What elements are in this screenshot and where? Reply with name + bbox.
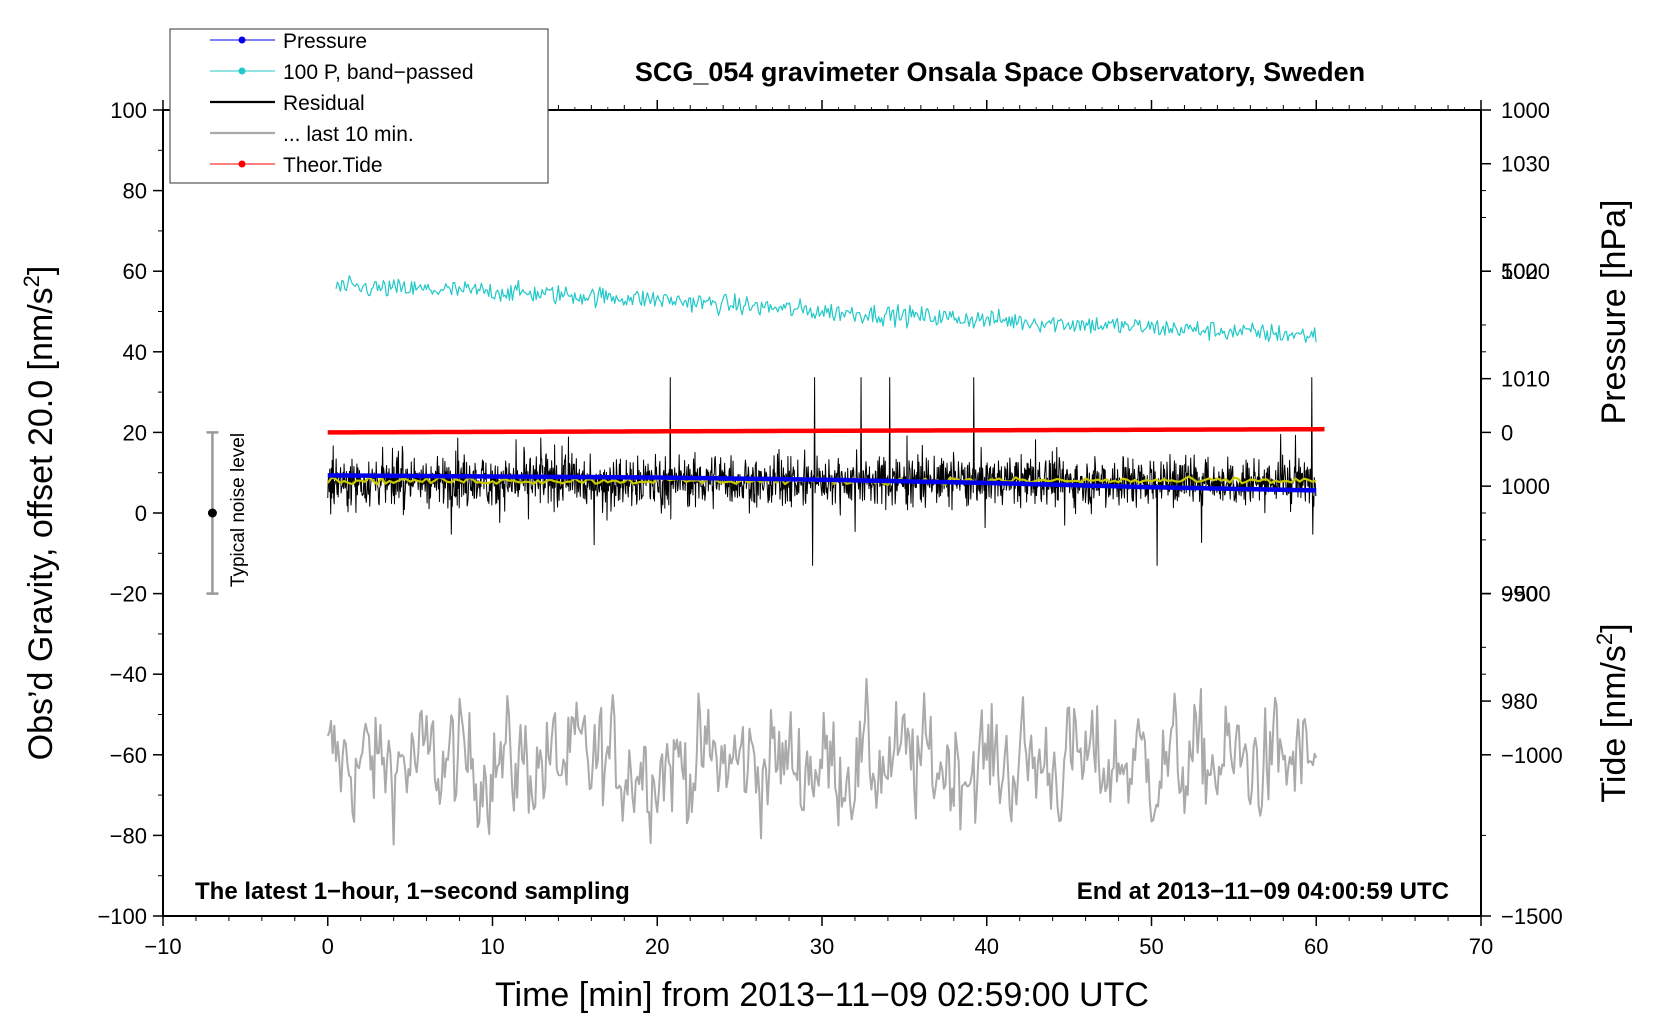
legend-label-tide: Theor.Tide <box>283 154 383 177</box>
noise-bar-center <box>207 508 217 518</box>
legend-label-residual: Residual <box>283 92 365 115</box>
y-tick-label: −60 <box>110 743 147 768</box>
tide-tick-label: 1000 <box>1501 98 1550 123</box>
sampling-note: The latest 1−hour, 1−second sampling <box>195 878 630 905</box>
series-bandpassed-pressure <box>335 274 1317 343</box>
pressure-tick-label: 1030 <box>1501 152 1550 177</box>
y-axis-title: Obs’d Gravity, offset 20.0 [nm/s2] <box>19 266 60 761</box>
noise-level-indicator: Typical noise level <box>206 431 249 595</box>
x-tick-label: 50 <box>1139 934 1163 959</box>
tide-tick-label: −500 <box>1501 582 1551 607</box>
legend-label-bandpassed: 100 P, band−passed <box>283 61 474 84</box>
y-tick-label: −40 <box>110 662 147 687</box>
y-tick-label: 100 <box>110 98 147 123</box>
y-axis-title-sup: 2 <box>19 275 44 287</box>
y-axis-title-main: Obs’d Gravity, offset 20.0 [nm/s <box>22 287 60 760</box>
legend-box <box>169 28 549 184</box>
pressure-tick-label: 990 <box>1501 582 1538 607</box>
chart-title: SCG_054 gravimeter Onsala Space Observat… <box>635 57 1365 87</box>
noise-level-label: Typical noise level <box>228 433 249 587</box>
tide-axis-title-main: Tide [nm/s <box>1595 645 1633 802</box>
tide-tick-label: 500 <box>1501 259 1538 284</box>
y-axis-title-tail: ] <box>22 266 60 275</box>
x-tick-label: 0 <box>322 934 334 959</box>
pressure-tick-label: 1020 <box>1501 259 1550 284</box>
legend-label-pressure: Pressure <box>283 30 367 53</box>
x-axis-title: Time [min] from 2013−11−09 02:59:00 UTC <box>495 976 1149 1014</box>
legend: Pressure 100 P, band−passed Residual ...… <box>169 28 549 184</box>
y-tick-label: 0 <box>135 501 147 526</box>
y-tick-label: −100 <box>97 904 147 929</box>
y-tick-label: 20 <box>123 420 147 445</box>
series-last-10-min <box>326 677 1318 846</box>
series-residual <box>327 377 1317 566</box>
tide-axis-title-tail: ] <box>1595 623 1633 632</box>
pressure-tick-label: 1000 <box>1501 474 1550 499</box>
x-tick-label: −10 <box>144 934 181 959</box>
x-tick-label: 60 <box>1304 934 1328 959</box>
legend-marker-pressure <box>238 36 246 44</box>
y-tick-label: 80 <box>123 179 147 204</box>
tide-axis-title: Tide [nm/s2] <box>1592 623 1633 802</box>
series-theoretical-tide <box>327 426 1325 435</box>
end-time-note: End at 2013−11−09 04:00:59 UTC <box>1077 878 1449 905</box>
tide-tick-label: −1500 <box>1501 904 1563 929</box>
tide-tick-label: −1000 <box>1501 743 1563 768</box>
pressure-tick-label: 980 <box>1501 689 1538 714</box>
legend-marker-bandpassed <box>238 67 246 75</box>
legend-label-last10: ... last 10 min. <box>283 123 414 146</box>
x-tick-label: 30 <box>810 934 834 959</box>
y-tick-label: 60 <box>123 259 147 284</box>
x-tick-label: 20 <box>645 934 669 959</box>
legend-marker-tide <box>238 160 246 168</box>
series-layer <box>326 274 1325 846</box>
x-tick-label: 70 <box>1469 934 1493 959</box>
y-tick-label: 40 <box>123 340 147 365</box>
ticks-layer: −10 0 10 20 30 40 50 60 70−100−80−60−40−20020406… <box>97 98 1562 959</box>
y-tick-label: −80 <box>110 823 147 848</box>
series-pressure <box>327 473 1317 493</box>
pressure-tick-label: 1010 <box>1501 367 1550 392</box>
x-tick-label: 40 <box>975 934 999 959</box>
tide-axis-title-sup: 2 <box>1592 633 1617 645</box>
x-tick-label: 10 <box>480 934 504 959</box>
pressure-axis-title: Pressure [hPa] <box>1595 200 1633 425</box>
y-tick-label: −20 <box>110 582 147 607</box>
plot-frame <box>162 109 1482 917</box>
tide-tick-label: 0 <box>1501 420 1513 445</box>
